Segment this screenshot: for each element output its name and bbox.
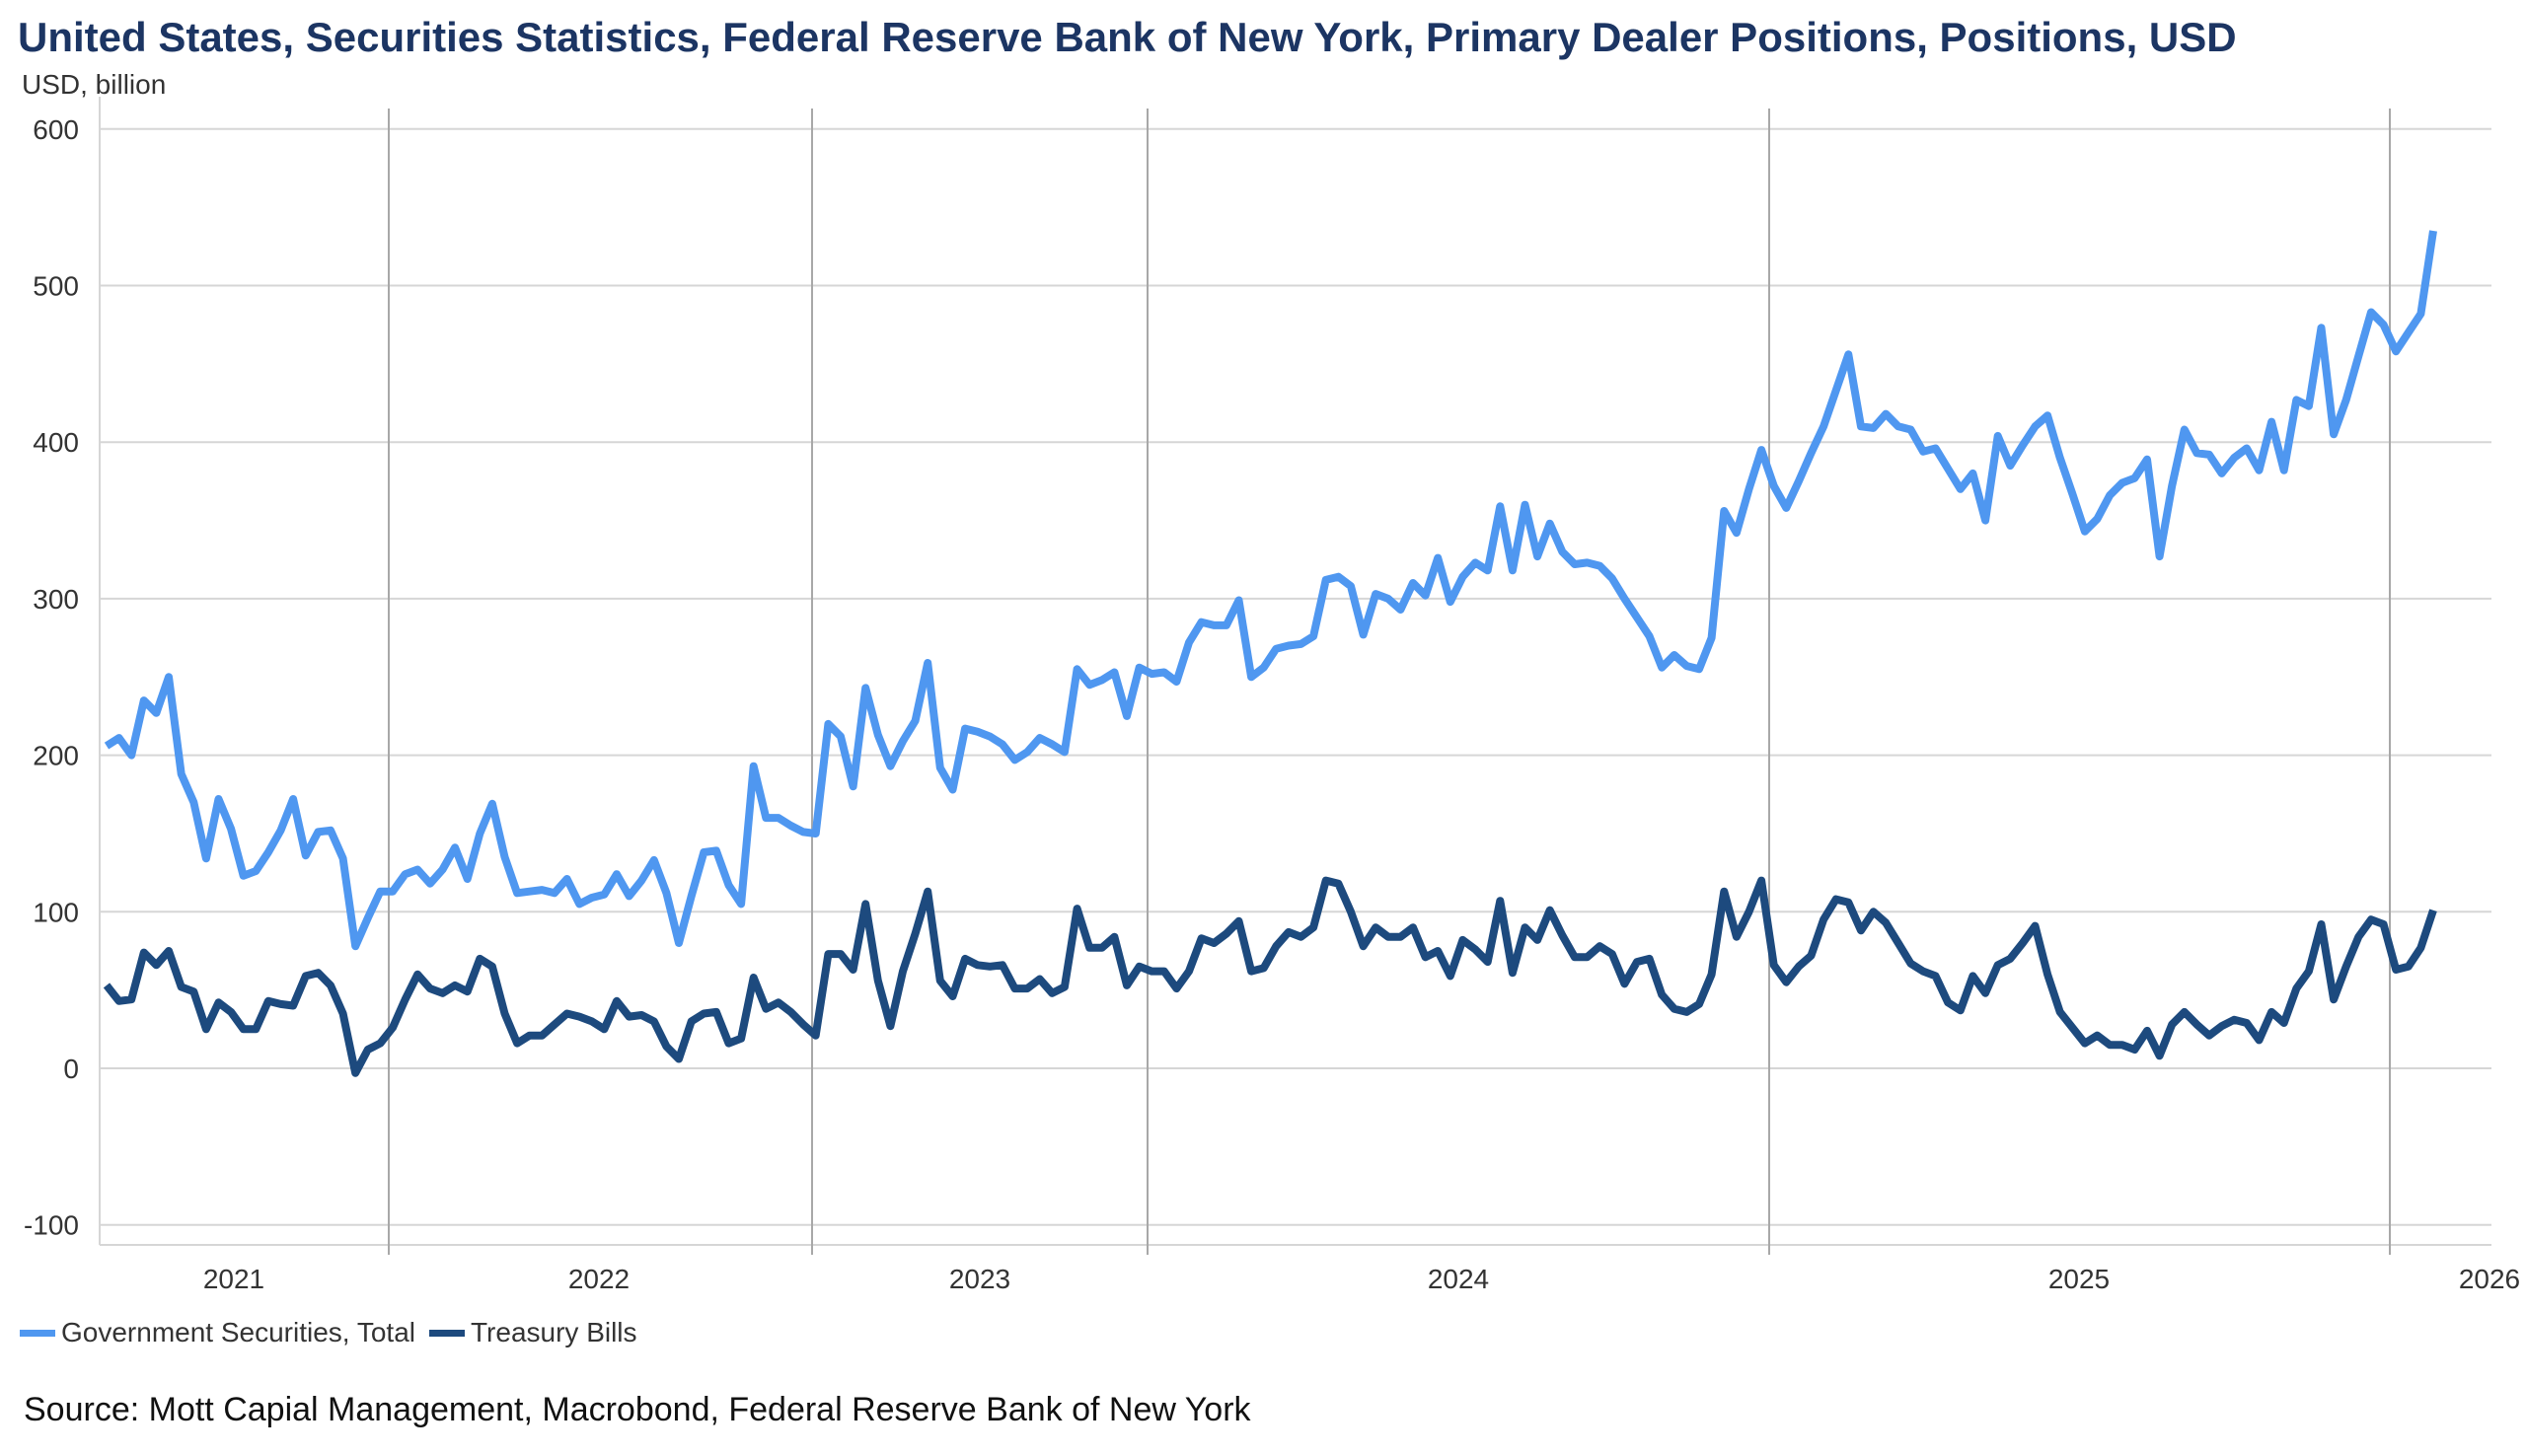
legend: Government Securities, Total Treasury Bi… bbox=[20, 1317, 637, 1348]
y-tick-label: 500 bbox=[33, 271, 79, 302]
y-tick-label: 400 bbox=[33, 427, 79, 458]
legend-item-treasury-bills: Treasury Bills bbox=[428, 1317, 637, 1348]
line-chart: 600 500 400 300 200 100 0 -100 2021 2022 2023 2024 2… bbox=[24, 97, 2520, 1294]
legend-item-government-securities: Government Securities, Total bbox=[20, 1317, 415, 1348]
x-tick-label: 2022 bbox=[568, 1264, 630, 1294]
y-tick-label: 100 bbox=[33, 897, 79, 927]
x-tick-label: 2023 bbox=[949, 1264, 1010, 1294]
legend-label: Treasury Bills bbox=[470, 1317, 637, 1347]
y-tick-label: 600 bbox=[33, 114, 79, 145]
x-tick-label: 2026 bbox=[2459, 1264, 2520, 1294]
chart-title: United States, Securities Statistics, Fe… bbox=[18, 14, 2237, 60]
legend-label: Government Securities, Total bbox=[61, 1317, 415, 1347]
series-line-treasury-bills bbox=[103, 876, 2437, 1077]
y-tick-label: 300 bbox=[33, 584, 79, 615]
y-tick-label: -100 bbox=[24, 1210, 79, 1241]
x-tick-label: 2021 bbox=[203, 1264, 264, 1294]
y-tick-label: 200 bbox=[33, 741, 79, 771]
y-axis-label: USD, billion bbox=[22, 69, 167, 100]
x-tick-label: 2024 bbox=[1428, 1264, 1489, 1294]
legend-swatch bbox=[20, 1329, 55, 1337]
source-note: Source: Mott Capial Management, Macrobon… bbox=[24, 1391, 1251, 1428]
y-tick-label: 0 bbox=[63, 1054, 79, 1084]
legend-swatch bbox=[428, 1329, 465, 1337]
x-tick-label: 2025 bbox=[2048, 1264, 2110, 1294]
series-line-government-securities bbox=[104, 230, 2437, 951]
